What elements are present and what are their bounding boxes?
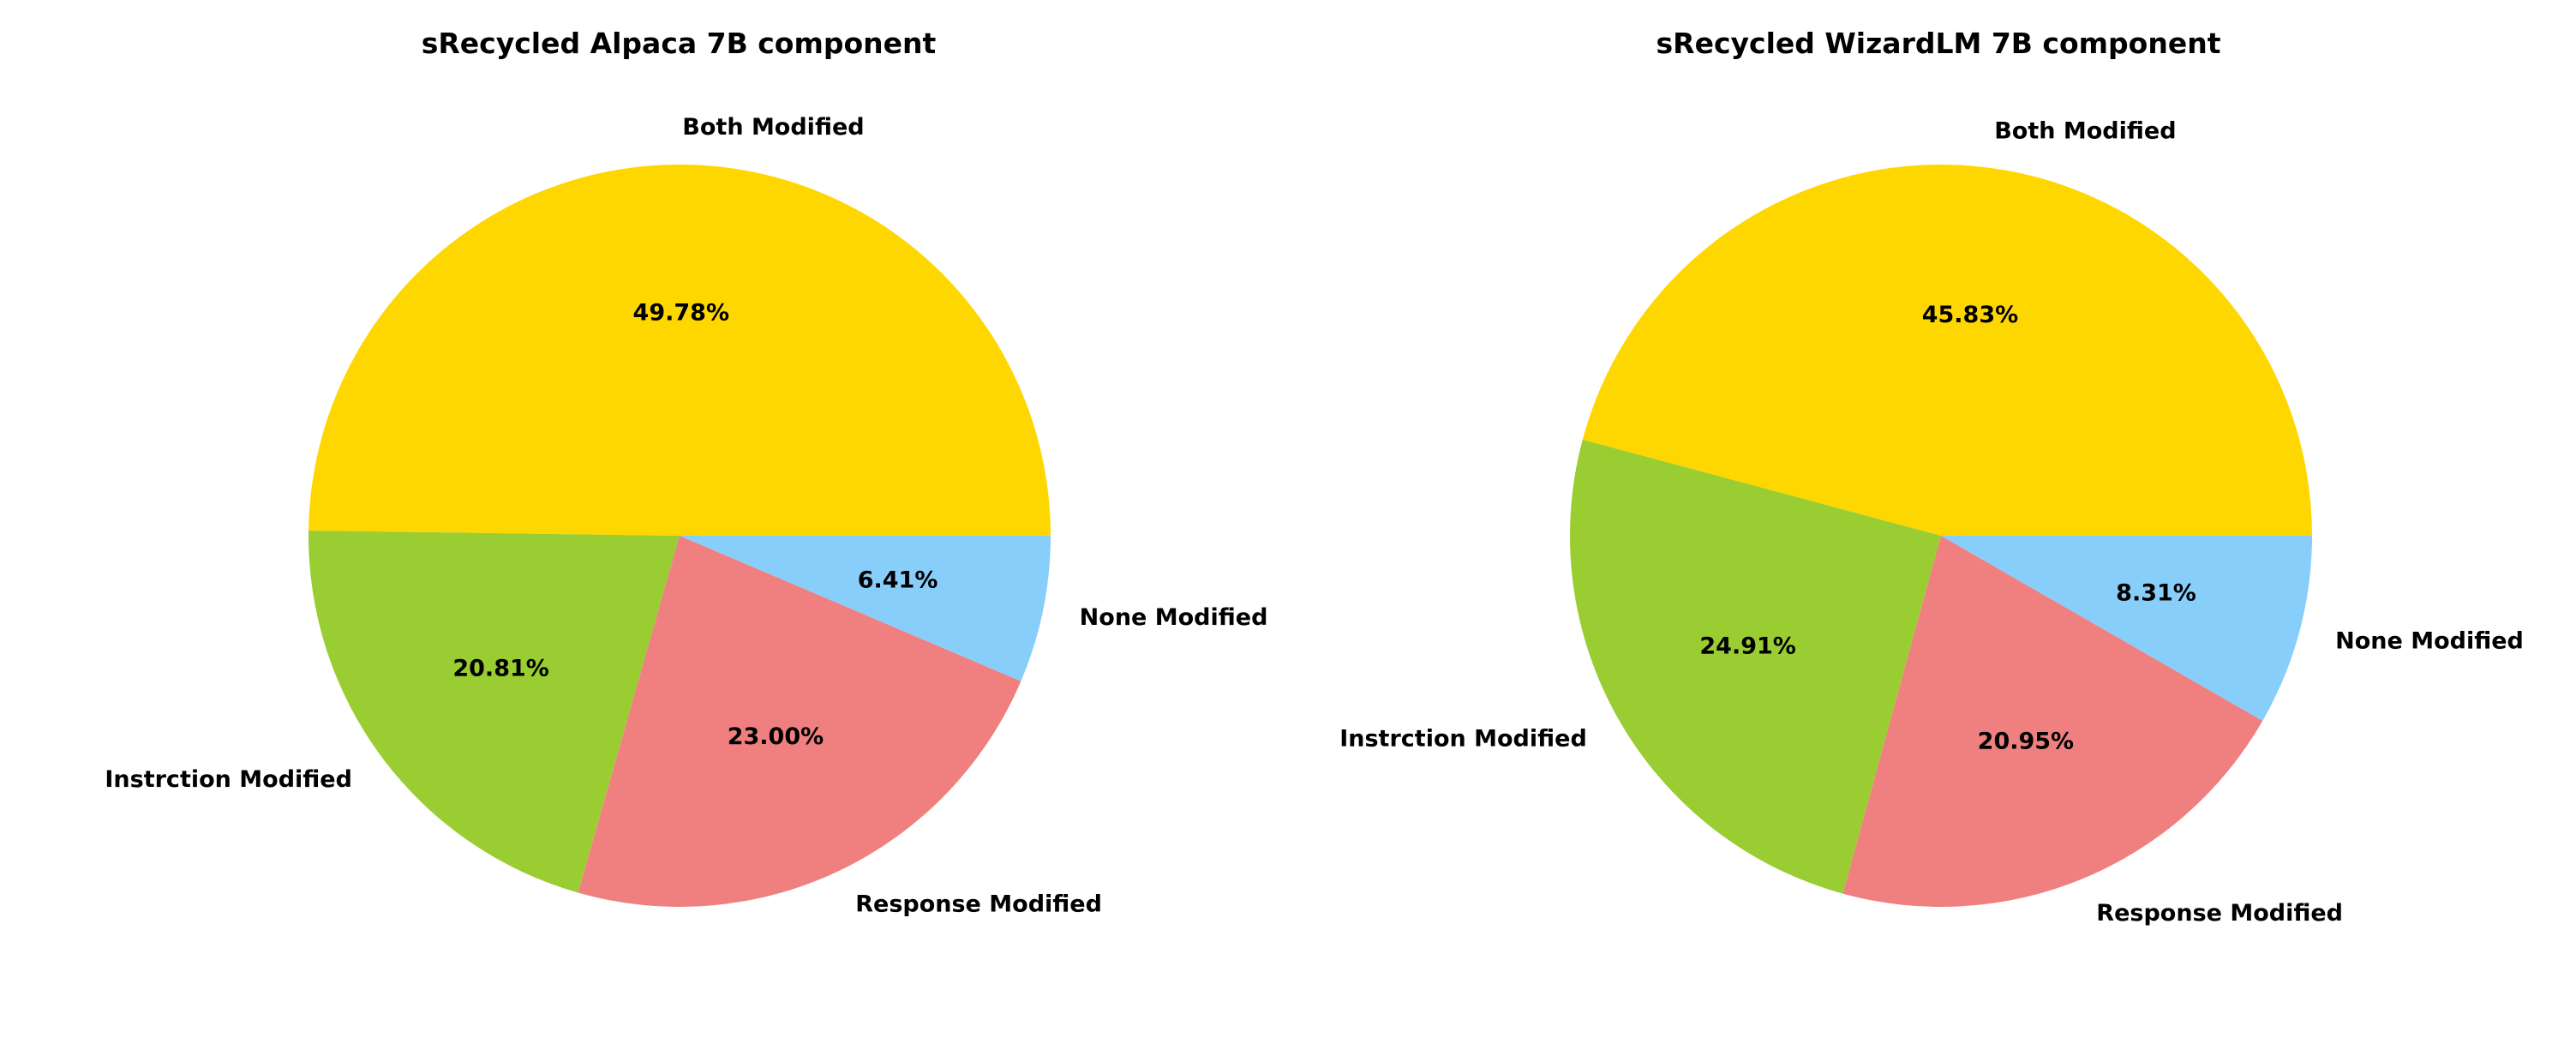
slice-percent-none-modified: 6.41% (858, 567, 938, 593)
slice-percent-both-modified: 45.83% (1922, 302, 2018, 328)
pie-chart-wizardlm: sRecycled WizardLM 7B component Both Mod… (1339, 27, 2524, 927)
pie-labels: Both Modified 49.78% Instrction Modified 20… (105, 114, 1267, 917)
slice-label-both-modified: Both Modified (1994, 117, 2176, 144)
pie-slices (309, 165, 1051, 907)
chart-title: sRecycled Alpaca 7B component (422, 27, 937, 60)
slice-percent-none-modified: 8.31% (2116, 580, 2196, 607)
slice-label-none-modified: None Modified (1080, 604, 1268, 631)
pie-slice-response-modified (1842, 536, 2263, 907)
pie-slice-response-modified (578, 536, 1021, 907)
pie-chart-alpaca: sRecycled Alpaca 7B component Both Modif… (105, 27, 1267, 917)
pie-slice-both-modified (309, 165, 1051, 536)
slice-label-both-modified: Both Modified (682, 114, 864, 141)
pie-labels: Both Modified 45.83% Instrction Modified 24… (1339, 117, 2524, 927)
pie-slice-instrction-modified (309, 531, 680, 893)
slice-percent-response-modified: 20.95% (1978, 729, 2074, 755)
slice-label-instrction-modified: Instrction Modified (105, 766, 352, 793)
slice-label-response-modified: Response Modified (855, 891, 1102, 917)
slice-percent-instrction-modified: 24.91% (1699, 633, 1795, 660)
pie-slice-instrction-modified (1570, 439, 1941, 894)
slice-percent-response-modified: 23.00% (728, 723, 824, 750)
slice-label-instrction-modified: Instrction Modified (1339, 725, 1587, 752)
slice-percent-instrction-modified: 20.81% (452, 656, 548, 682)
slice-percent-both-modified: 49.78% (633, 300, 729, 327)
pie-slice-none-modified (1941, 536, 2312, 721)
pie-slice-both-modified (1582, 164, 2312, 536)
chart-title: sRecycled WizardLM 7B component (1656, 27, 2221, 60)
pie-slice-none-modified (680, 536, 1051, 681)
slice-label-none-modified: None Modified (2335, 627, 2524, 654)
slice-label-response-modified: Response Modified (2096, 900, 2343, 927)
pie-slices (1570, 164, 2312, 907)
